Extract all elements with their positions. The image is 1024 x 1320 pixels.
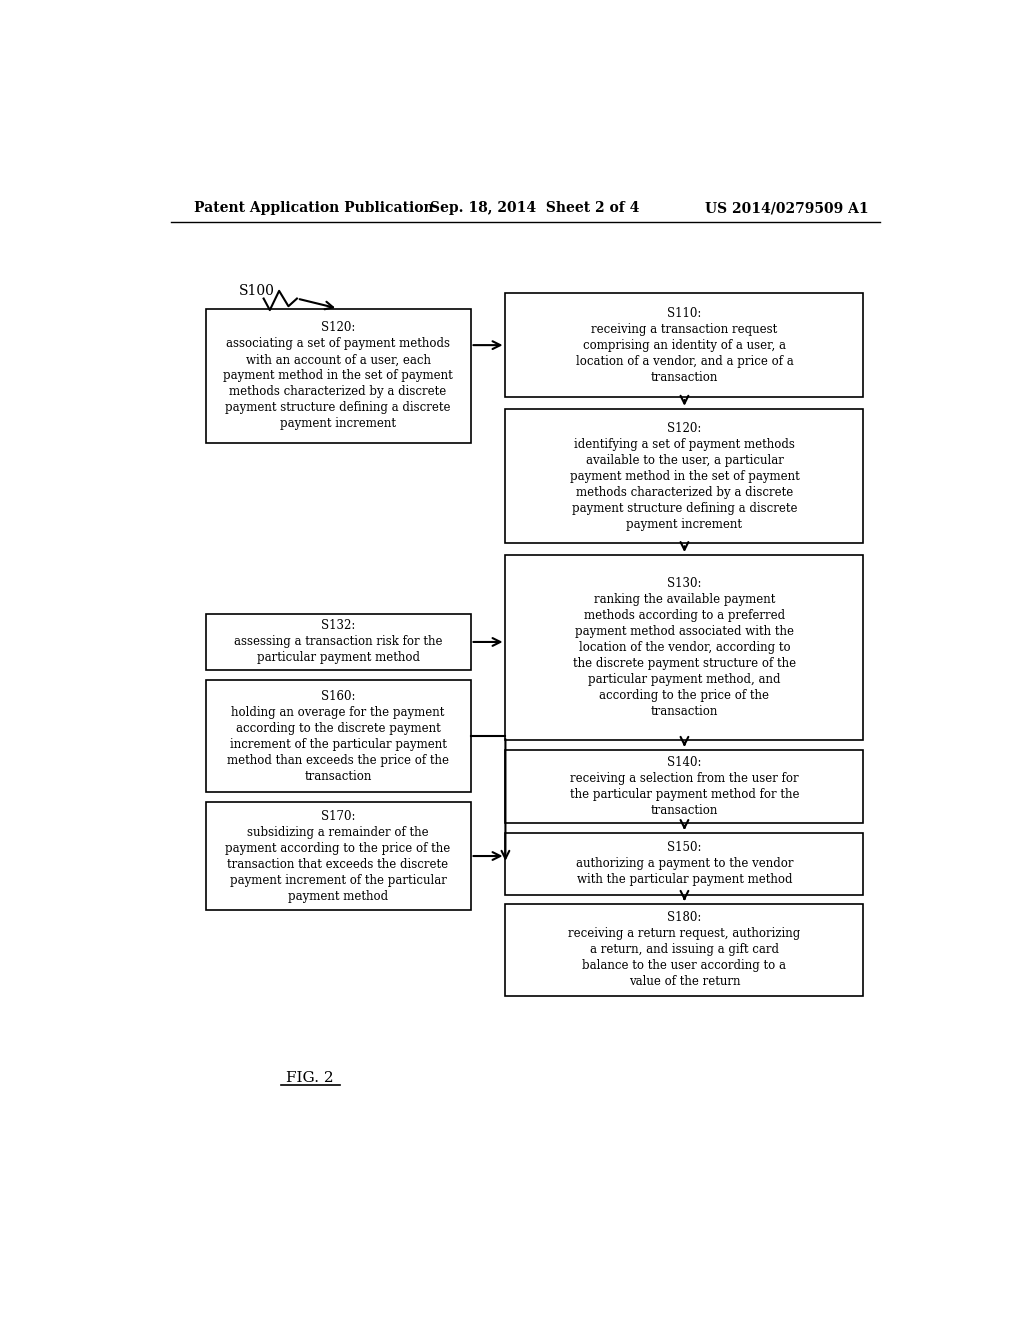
Text: S150:
authorizing a payment to the vendor
with the particular payment method: S150: authorizing a payment to the vendo… bbox=[575, 841, 794, 886]
FancyBboxPatch shape bbox=[206, 803, 471, 909]
Text: S140:
receiving a selection from the user for
the particular payment method for : S140: receiving a selection from the use… bbox=[569, 756, 799, 817]
Text: S180:
receiving a return request, authorizing
a return, and issuing a gift card
: S180: receiving a return request, author… bbox=[568, 911, 801, 989]
FancyBboxPatch shape bbox=[206, 614, 471, 669]
Text: Patent Application Publication: Patent Application Publication bbox=[194, 202, 433, 215]
Text: S170:
subsidizing a remainder of the
payment according to the price of the
trans: S170: subsidizing a remainder of the pay… bbox=[225, 809, 451, 903]
FancyBboxPatch shape bbox=[506, 554, 863, 739]
FancyBboxPatch shape bbox=[506, 409, 863, 544]
FancyBboxPatch shape bbox=[506, 833, 863, 895]
FancyBboxPatch shape bbox=[206, 681, 471, 792]
FancyBboxPatch shape bbox=[506, 293, 863, 397]
Text: S160:
holding an overage for the payment
according to the discrete payment
incre: S160: holding an overage for the payment… bbox=[227, 690, 450, 783]
Text: S100: S100 bbox=[239, 284, 274, 298]
Text: S130:
ranking the available payment
methods according to a preferred
payment met: S130: ranking the available payment meth… bbox=[572, 577, 796, 718]
Text: Sep. 18, 2014  Sheet 2 of 4: Sep. 18, 2014 Sheet 2 of 4 bbox=[430, 202, 640, 215]
FancyBboxPatch shape bbox=[506, 750, 863, 822]
Text: US 2014/0279509 A1: US 2014/0279509 A1 bbox=[706, 202, 869, 215]
Text: S120:
associating a set of payment methods
with an account of a user, each
payme: S120: associating a set of payment metho… bbox=[223, 322, 453, 430]
FancyBboxPatch shape bbox=[506, 904, 863, 997]
Text: FIG. 2: FIG. 2 bbox=[287, 1071, 334, 1085]
Text: S132:
assessing a transaction risk for the
particular payment method: S132: assessing a transaction risk for t… bbox=[233, 619, 442, 664]
Text: S110:
receiving a transaction request
comprising an identity of a user, a
locati: S110: receiving a transaction request co… bbox=[575, 306, 794, 384]
FancyBboxPatch shape bbox=[206, 309, 471, 444]
Text: S120:
identifying a set of payment methods
available to the user, a particular
p: S120: identifying a set of payment metho… bbox=[569, 421, 800, 531]
